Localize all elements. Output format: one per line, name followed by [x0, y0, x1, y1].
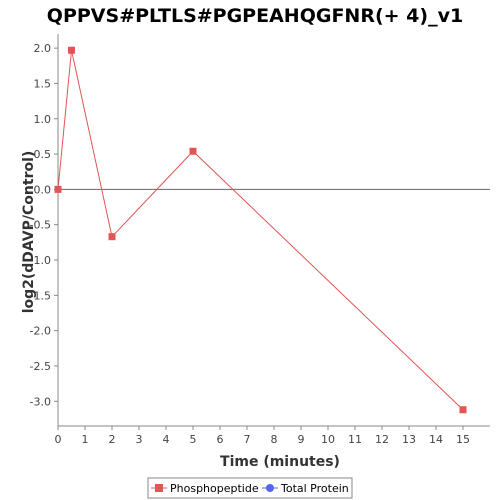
x-tick-label: 10 [321, 433, 335, 446]
x-tick-label: 5 [190, 433, 197, 446]
legend-phosphopeptide-marker [155, 484, 163, 492]
legend-total-protein-label: Total Protein [280, 482, 349, 495]
data-point-phosphopeptide [459, 406, 467, 414]
y-tick-label: -2.5 [30, 360, 51, 373]
y-tick-label: -3.0 [30, 395, 51, 408]
data-point-phosphopeptide [54, 185, 62, 193]
chart-title: QPPVS#PLTLS#PGPEAHQGFNR(+ 4)_v1 [47, 5, 463, 27]
y-tick-label: -1.0 [30, 254, 51, 267]
y-tick-label: 0.0 [34, 183, 52, 196]
x-tick-label: 11 [348, 433, 362, 446]
x-tick-label: 1 [82, 433, 89, 446]
y-tick-label: -1.5 [30, 289, 51, 302]
y-tick-label: 1.0 [34, 113, 52, 126]
series-group [54, 46, 467, 414]
y-tick-label: -2.0 [30, 325, 51, 338]
x-tick-label: 14 [429, 433, 443, 446]
legend: Phosphopeptide Total Protein [147, 477, 353, 499]
x-ticks: 0 1 2 3 4 5 6 7 8 9 10 11 12 13 14 15 [55, 426, 470, 446]
x-axis-label: Time (minutes) [220, 454, 340, 470]
x-tick-label: 15 [456, 433, 470, 446]
legend-phosphopeptide-label: Phosphopeptide [170, 482, 259, 495]
x-tick-label: 7 [244, 433, 251, 446]
data-point-phosphopeptide [108, 233, 116, 241]
x-tick-label: 2 [109, 433, 116, 446]
data-point-phosphopeptide [189, 147, 197, 155]
x-tick-label: 13 [402, 433, 416, 446]
plot-area [58, 34, 490, 426]
legend-total-protein-marker [266, 484, 274, 492]
x-tick-label: 8 [271, 433, 278, 446]
legend-box [147, 477, 353, 499]
x-tick-label: 4 [163, 433, 170, 446]
x-tick-label: 9 [298, 433, 305, 446]
data-point-phosphopeptide [68, 46, 75, 54]
x-tick-label: 0 [55, 433, 62, 446]
y-axis-label: log2(dDAVP/Control) [21, 151, 37, 314]
y-tick-label: -0.5 [30, 219, 51, 232]
x-tick-label: 12 [375, 433, 389, 446]
y-tick-label: 0.5 [34, 148, 52, 161]
x-tick-label: 3 [136, 433, 143, 446]
x-tick-label: 6 [217, 433, 224, 446]
y-tick-label: 1.5 [34, 77, 52, 90]
y-tick-label: 2.0 [34, 42, 52, 55]
y-ticks: 2.0 1.5 1.0 0.5 0.0 -0.5 -1.0 -1.5 -2.0 -2.5 -3.0 [30, 42, 58, 408]
